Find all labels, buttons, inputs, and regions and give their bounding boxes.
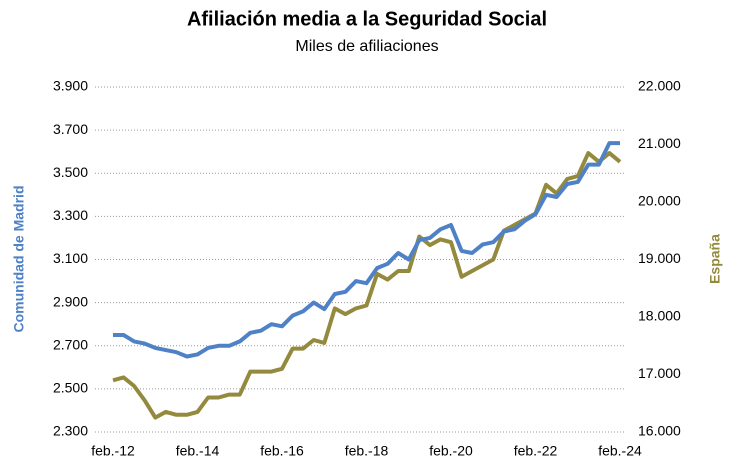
y2-tick-label: 20.000 xyxy=(638,193,681,209)
y2-tick-label: 22.000 xyxy=(638,78,681,94)
y-tick-label: 3.500 xyxy=(53,164,88,180)
y2-tick-label: 16.000 xyxy=(638,423,681,439)
series-line xyxy=(112,151,622,420)
series-line xyxy=(113,141,620,359)
x-tick-label: feb.-20 xyxy=(429,443,473,459)
y-tick-label: 3.300 xyxy=(53,207,88,223)
y-tick-label: 2.900 xyxy=(53,293,88,309)
x-tick-label: feb.-14 xyxy=(176,443,220,459)
y-tick-label: 3.100 xyxy=(53,250,88,266)
chart-title: Afiliación media a la Seguridad Social xyxy=(187,8,547,30)
x-tick-label: feb.-12 xyxy=(91,443,135,459)
y-tick-label: 2.300 xyxy=(53,423,88,439)
y2-tick-label: 18.000 xyxy=(638,308,681,324)
y-tick-label: 2.700 xyxy=(53,336,88,352)
y2-tick-label: 21.000 xyxy=(638,135,681,151)
y-tick-label: 3.700 xyxy=(53,121,88,137)
x-tick-label: feb.-22 xyxy=(514,443,558,459)
y-axis-label: Comunidad de Madrid xyxy=(11,186,27,333)
y2-tick-label: 17.000 xyxy=(638,365,681,381)
x-tick-label: feb.-18 xyxy=(345,443,389,459)
y2-tick-label: 19.000 xyxy=(638,250,681,266)
y-tick-label: 2.500 xyxy=(53,380,88,396)
y-tick-label: 3.900 xyxy=(53,78,88,94)
x-tick-label: feb.-24 xyxy=(598,443,642,459)
chart-subtitle: Miles de afiliaciones xyxy=(295,38,438,55)
y2-axis-label: España xyxy=(707,234,723,284)
x-tick-label: feb.-16 xyxy=(260,443,304,459)
